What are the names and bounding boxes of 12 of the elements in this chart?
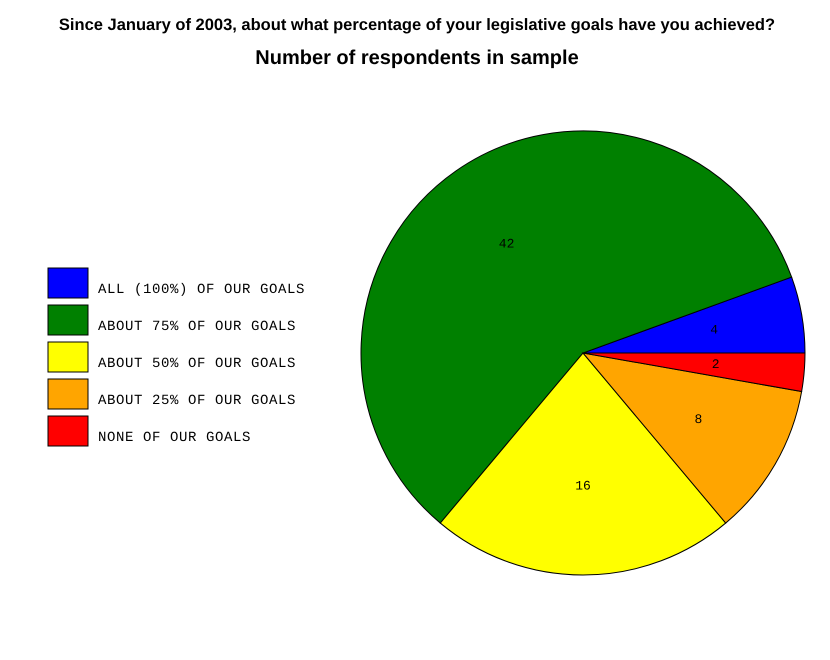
data-label: 8 (694, 412, 702, 428)
legend-label: ALL (100%) OF OUR GOALS (98, 282, 306, 298)
chart-title: Since January of 2003, about what percentage of your legislative goals have you achieved? (58, 16, 776, 34)
legend-label: ABOUT 75% OF OUR GOALS (98, 319, 296, 335)
chart-subtitle: Number of respondents in sample (255, 47, 579, 69)
data-label: 2 (712, 357, 720, 372)
data-label: 42 (498, 236, 514, 252)
legend-label: NONE OF OUR GOALS (98, 430, 252, 446)
legend-label: ABOUT 50% OF OUR GOALS (98, 356, 296, 372)
data-label: 16 (575, 478, 591, 494)
legend-label: ABOUT 25% OF OUR GOALS (98, 393, 296, 409)
data-label: 4 (710, 322, 718, 338)
